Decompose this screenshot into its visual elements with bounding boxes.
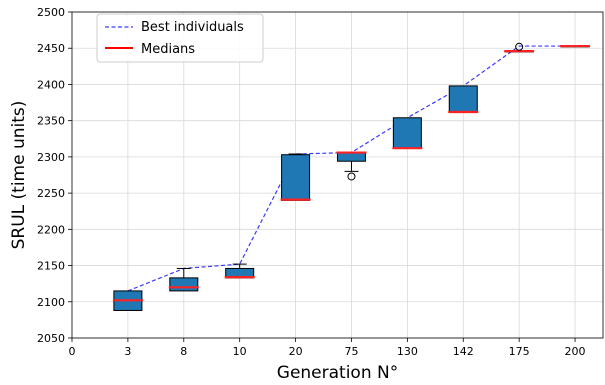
y-tick-label: 2400 bbox=[37, 78, 65, 91]
x-tick-label: 3 bbox=[124, 345, 131, 358]
y-tick-label: 2050 bbox=[37, 332, 65, 345]
y-tick-label: 2100 bbox=[37, 296, 65, 309]
box-8 bbox=[168, 267, 199, 292]
y-tick-labels: 2050 2100 2150 2200 2250 2300 2350 2400 2450 2500 bbox=[37, 6, 65, 345]
y-tick-label: 2200 bbox=[37, 223, 65, 236]
box-series bbox=[112, 42, 591, 311]
x-tick-label: 8 bbox=[180, 345, 187, 358]
x-tick-label: 10 bbox=[233, 345, 247, 358]
box-175 bbox=[504, 42, 535, 53]
box-142 bbox=[448, 85, 479, 114]
legend: Best individuals Medians bbox=[96, 13, 264, 63]
x-tick-label: 130 bbox=[397, 345, 418, 358]
box-body bbox=[169, 277, 199, 292]
plot-frame bbox=[71, 11, 604, 339]
y-tick-label: 2250 bbox=[37, 187, 65, 200]
box-body bbox=[336, 152, 366, 162]
legend-best-individuals-label: Best individuals bbox=[141, 20, 244, 35]
x-tick-label: 175 bbox=[509, 345, 530, 358]
flier-point bbox=[515, 42, 524, 51]
y-axis-label: SRUL (time units) bbox=[9, 101, 29, 250]
x-tick-labels: 0 3 8 10 20 75 130 142 175 200 bbox=[69, 345, 586, 358]
box-body bbox=[448, 85, 478, 113]
x-tick-label: 200 bbox=[565, 345, 586, 358]
flier-point bbox=[347, 172, 356, 181]
y-tick-label: 2450 bbox=[37, 42, 65, 55]
x-axis-label: Generation N° bbox=[277, 363, 398, 383]
legend-medians-label: Medians bbox=[141, 42, 195, 57]
x-tick-label: 20 bbox=[289, 345, 303, 358]
legend-frame bbox=[96, 13, 264, 63]
x-tick-label: 75 bbox=[344, 345, 358, 358]
box-75 bbox=[336, 151, 367, 181]
box-200 bbox=[560, 44, 591, 48]
y-tick-label: 2350 bbox=[37, 115, 65, 128]
box-3 bbox=[112, 290, 143, 311]
x-tick-label: 0 bbox=[69, 345, 76, 358]
x-tick-label: 142 bbox=[453, 345, 474, 358]
y-tick-label: 2300 bbox=[37, 151, 65, 164]
box-20 bbox=[280, 153, 311, 201]
axes bbox=[68, 11, 604, 342]
y-tick-label: 2500 bbox=[37, 6, 65, 19]
box-body bbox=[281, 154, 311, 201]
y-tick-label: 2150 bbox=[37, 260, 65, 273]
box-body bbox=[392, 117, 422, 149]
box-130 bbox=[392, 117, 423, 150]
box-10 bbox=[224, 263, 255, 279]
